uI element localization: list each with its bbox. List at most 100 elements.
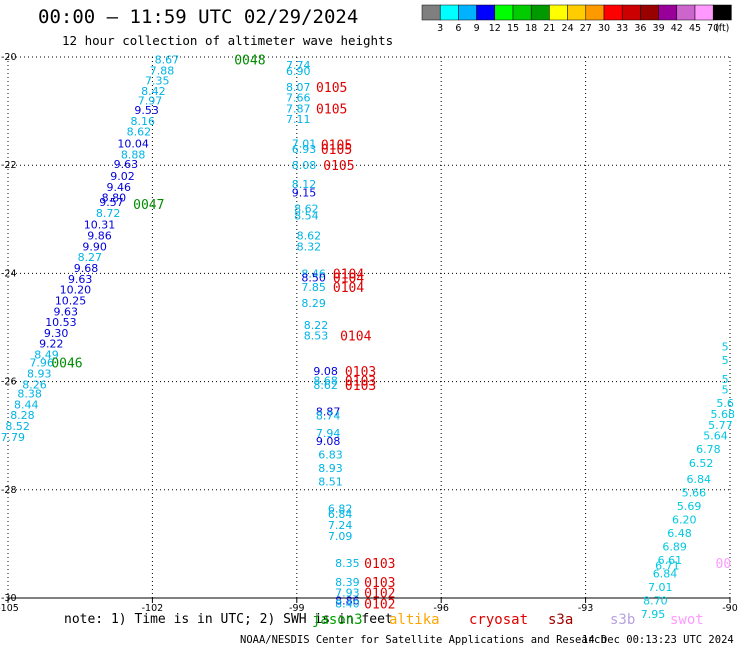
pass-time-label: 0103 bbox=[364, 557, 395, 572]
pass-time-label: 0102 bbox=[364, 587, 395, 602]
y-tick-label: -22 bbox=[1, 160, 17, 171]
wave-height-label: 8.07 bbox=[286, 81, 311, 94]
wave-height-label: 5.64 bbox=[703, 430, 728, 443]
wave-height-label: 7.35 bbox=[145, 74, 170, 87]
wave-height-label: 7.95 bbox=[641, 608, 666, 621]
grid-lines bbox=[7, 56, 731, 599]
wave-height-label: 8.22 bbox=[304, 319, 329, 332]
wave-height-label: 6.90 bbox=[286, 65, 311, 78]
wave-height-label: 9.15 bbox=[292, 186, 317, 199]
wave-height-label: 8.16 bbox=[131, 115, 156, 128]
pass-time-label: 0103 bbox=[364, 576, 395, 591]
wave-height-label: 8.50 bbox=[301, 272, 326, 285]
legend-item-altika: altika bbox=[389, 612, 440, 628]
wave-height-label: 6.20 bbox=[672, 514, 697, 527]
wave-height-label: 6.84 bbox=[686, 473, 711, 486]
wave-height-label: 6.48 bbox=[667, 527, 692, 540]
pass-time-label: 0104 bbox=[333, 281, 364, 296]
tick-labels: -105 -102 -99 -96 -93 -90 -20 -22 -24 -26 -28 -30 bbox=[0, 52, 738, 614]
wave-height-label: 7.24 bbox=[328, 519, 353, 532]
pass-time-label: 0102 bbox=[364, 597, 395, 612]
y-tick-label: -26 bbox=[1, 377, 17, 388]
pass-time-label: 0103 bbox=[345, 379, 376, 394]
colorbar-label: 18 bbox=[525, 23, 537, 34]
wave-height-label: 5.66 bbox=[682, 487, 707, 500]
wave-height-label: 10.31 bbox=[84, 219, 116, 232]
x-tick-label: -105 bbox=[0, 603, 19, 614]
wave-height-label: 8.42 bbox=[141, 85, 166, 98]
colorbar-unit: (ft) bbox=[715, 23, 729, 34]
wave-height-label: 9.22 bbox=[39, 338, 64, 351]
colorbar-label: 3 bbox=[437, 23, 443, 34]
y-tick-label: -24 bbox=[1, 268, 17, 279]
wave-height-label: 8.62 bbox=[313, 379, 338, 392]
wave-height-label: 9.68 bbox=[74, 262, 99, 275]
legend-item-s3a: s3a bbox=[548, 612, 574, 628]
chart-title: 00:00 – 11:59 UTC 02/29/2024 bbox=[38, 6, 359, 28]
colorbar-label: 6 bbox=[455, 23, 461, 34]
y-tick-label: -20 bbox=[1, 52, 17, 63]
wave-height-label: 7.11 bbox=[286, 113, 311, 126]
wave-height-label: 8.26 bbox=[22, 378, 47, 391]
wave-height-label: 9.63 bbox=[54, 305, 79, 318]
pass-time-label: 0103 bbox=[345, 375, 376, 390]
colorbar-label: 27 bbox=[580, 23, 592, 34]
wave-height-label: 8.93 bbox=[27, 367, 52, 380]
chart-subtitle: 12 hour collection of altimeter wave hei… bbox=[62, 33, 394, 48]
wave-height-label: 8.08 bbox=[292, 159, 317, 172]
wave-height-label: 7.85 bbox=[301, 281, 326, 294]
footer-organization: NOAA/NESDIS Center for Satellite Applica… bbox=[240, 634, 607, 646]
wave-height-label: 8.38 bbox=[17, 388, 42, 401]
colorbar-label: 70 bbox=[707, 23, 719, 34]
wave-height-label: 8.68 bbox=[313, 375, 338, 388]
wave-height-label: 8.40 bbox=[335, 597, 360, 610]
wave-height-label: 5.69 bbox=[677, 500, 702, 513]
wave-height-label: 8.93 bbox=[318, 462, 343, 475]
x-tick-label: -102 bbox=[142, 603, 164, 614]
wave-height-label: 6.89 bbox=[662, 541, 687, 554]
wave-height-label: 8.32 bbox=[297, 240, 322, 253]
colorbar-label: 36 bbox=[634, 23, 646, 34]
wave-height-label: 9.63 bbox=[68, 273, 93, 286]
wave-height-label: 8.53 bbox=[304, 330, 329, 343]
pass-time-label: 0105 bbox=[316, 102, 347, 117]
wave-height-label: 7.01 bbox=[648, 581, 673, 594]
wave-height-label: 10.25 bbox=[55, 294, 87, 307]
wave-height-label: 8.28 bbox=[10, 409, 35, 422]
wave-height-label: 8.51 bbox=[318, 476, 343, 489]
wave-height-label: 8.86 bbox=[335, 595, 360, 608]
colorbar-label: 15 bbox=[507, 23, 519, 34]
wave-height-label: 7.87 bbox=[286, 102, 311, 115]
wave-height-label: 7.74 bbox=[286, 59, 311, 72]
wave-height-label: 5.68 bbox=[711, 408, 736, 421]
wave-height-label: 7.09 bbox=[328, 530, 353, 543]
wave-height-label: 8.88 bbox=[121, 148, 146, 161]
wave-height-label: 6.84 bbox=[653, 568, 678, 581]
wave-height-label: 9.30 bbox=[44, 327, 69, 340]
wave-height-label: 7.88 bbox=[150, 65, 175, 78]
x-tick-label: -90 bbox=[722, 603, 738, 614]
legend-item-cryosat: cryosat bbox=[469, 612, 529, 628]
wave-height-label: 8.54 bbox=[294, 210, 319, 223]
footer-timestamp: 14 Dec 00:13:23 UTC 2024 bbox=[582, 634, 734, 646]
wave-height-label: 6.82 bbox=[328, 503, 353, 516]
wave-height-label: 8.67 bbox=[155, 54, 180, 67]
x-tick-label: -93 bbox=[578, 603, 594, 614]
pass-time-label: 0104 bbox=[333, 272, 364, 287]
colorbar-label: 42 bbox=[671, 23, 683, 34]
pass-time-label: 0104 bbox=[340, 330, 371, 345]
wave-height-label: 8.12 bbox=[292, 178, 317, 191]
wave-height-label: 5.77 bbox=[708, 419, 733, 432]
wave-height-label: 7.66 bbox=[286, 92, 311, 105]
pass-time-label: 0104 bbox=[333, 267, 364, 282]
pass-time-label: 0103 bbox=[345, 365, 376, 380]
wave-height-label: 7.97 bbox=[138, 94, 163, 107]
wave-height-label: 9.63 bbox=[114, 158, 139, 171]
wave-height-label: 8.80 bbox=[102, 192, 127, 205]
wave-height-label: 7.94 bbox=[316, 427, 341, 440]
colorbar-label: 33 bbox=[616, 23, 628, 34]
colorbar-label: 39 bbox=[653, 23, 665, 34]
wave-height-label: 10.53 bbox=[45, 316, 77, 329]
wave-height-label: 9.46 bbox=[106, 181, 131, 194]
